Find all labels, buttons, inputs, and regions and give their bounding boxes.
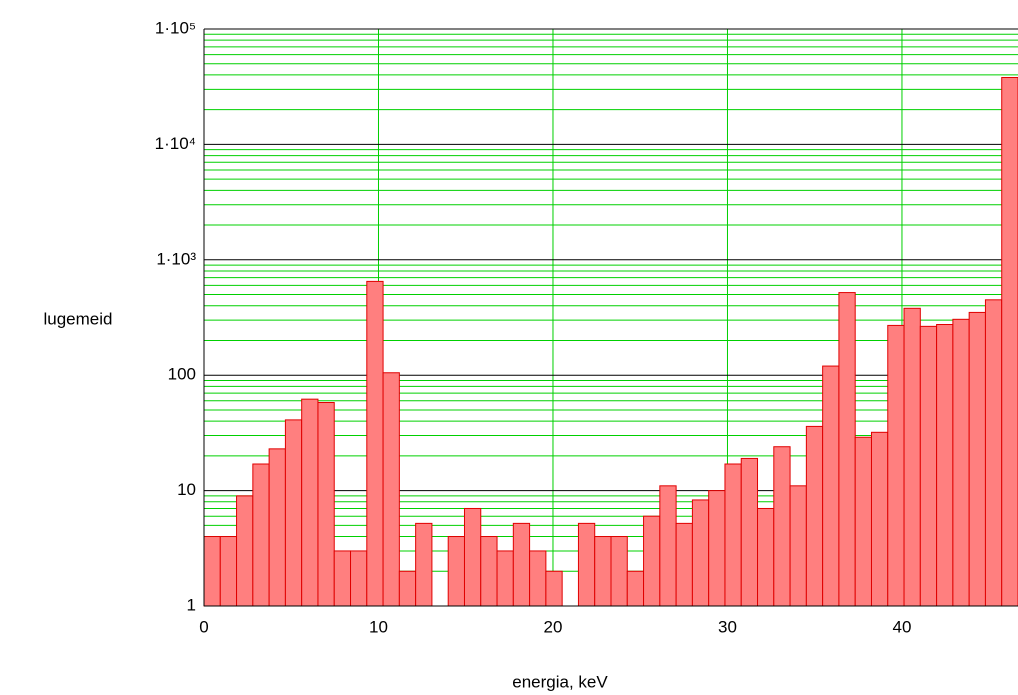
bar [496, 550, 514, 607]
bar [610, 536, 628, 607]
bar [203, 536, 221, 607]
bar [757, 507, 775, 607]
bar [1001, 76, 1018, 607]
bar [903, 307, 921, 607]
bar [366, 280, 384, 607]
bar [936, 324, 954, 607]
y-tick-label: 1·10⁴ [155, 134, 196, 153]
bar [740, 457, 759, 607]
bar [838, 292, 856, 607]
bar [626, 570, 645, 607]
bar [463, 507, 482, 607]
bar [512, 522, 531, 607]
y-tick-label: 10 [177, 480, 196, 499]
bar [317, 402, 335, 607]
bar [708, 490, 726, 607]
bar [382, 372, 400, 607]
bar [724, 463, 742, 607]
x-axis-label: energia, keV [512, 672, 608, 691]
bar [398, 570, 417, 607]
y-tick-label: 1·10⁵ [155, 18, 196, 37]
bar [594, 536, 612, 607]
bar [252, 463, 270, 607]
bar [447, 536, 465, 607]
bar [284, 419, 303, 607]
bar [854, 436, 872, 607]
bar [675, 522, 693, 607]
bar [805, 425, 824, 607]
bar [350, 550, 368, 607]
bar [919, 325, 938, 607]
bar [822, 365, 840, 607]
bar [887, 324, 905, 607]
bar [691, 499, 710, 607]
x-tick-label: 10 [369, 617, 388, 636]
bar [301, 398, 319, 607]
bar [480, 536, 498, 607]
bar [529, 550, 547, 607]
bar [659, 485, 677, 607]
bar [984, 299, 1003, 607]
bar [219, 536, 238, 607]
y-tick-label: 1 [187, 595, 196, 614]
bar [789, 485, 807, 607]
bar [268, 448, 286, 607]
bar [952, 318, 970, 607]
x-tick-label: 30 [718, 617, 737, 636]
bar [773, 446, 791, 607]
bar [333, 550, 352, 607]
bar [415, 522, 433, 607]
bar [643, 515, 661, 607]
y-tick-label: 1·10³ [156, 249, 196, 268]
y-axis-label: lugemeid [44, 309, 113, 328]
bar [577, 522, 596, 607]
bar [870, 431, 889, 607]
bar [968, 311, 986, 607]
bar [545, 570, 563, 607]
bar [236, 495, 254, 607]
x-tick-label: 0 [199, 617, 208, 636]
y-tick-label: 100 [168, 365, 196, 384]
x-tick-label: 20 [544, 617, 563, 636]
x-tick-label: 40 [893, 617, 912, 636]
